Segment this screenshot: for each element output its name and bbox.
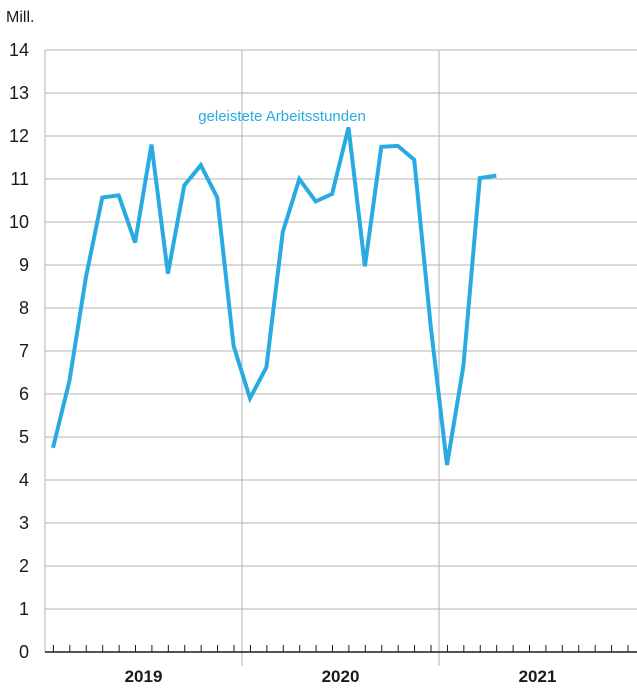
y-tick-label-12: 12 (9, 126, 29, 146)
y-tick-label-4: 4 (19, 470, 29, 490)
x-axis: 2019 2020 2021 (45, 645, 637, 686)
gridlines (44, 49, 637, 666)
y-tick-label-3: 3 (19, 513, 29, 533)
y-tick-label-1: 1 (19, 599, 29, 619)
y-tick-label-0: 0 (19, 642, 29, 662)
y-tick-label-6: 6 (19, 384, 29, 404)
y-tick-label-14: 14 (9, 40, 29, 60)
y-tick-label-13: 13 (9, 83, 29, 103)
y-unit-label: Mill. (6, 9, 34, 26)
y-tick-label-7: 7 (19, 341, 29, 361)
y-tick-label-11: 11 (10, 169, 29, 189)
y-tick-label-10: 10 (9, 212, 29, 232)
x-year-label-2020: 2020 (322, 667, 360, 686)
series-layer: geleistete Arbeitsstunden (51, 108, 497, 466)
x-year-label-2021: 2021 (519, 667, 557, 686)
y-tick-label-9: 9 (19, 255, 29, 275)
series-line-0 (51, 126, 497, 466)
y-tick-label-8: 8 (19, 298, 29, 318)
x-year-label-2019: 2019 (125, 667, 163, 686)
series-label-0: geleistete Arbeitsstunden (198, 108, 366, 125)
y-tick-label-5: 5 (19, 427, 29, 447)
y-tick-label-2: 2 (19, 556, 29, 576)
